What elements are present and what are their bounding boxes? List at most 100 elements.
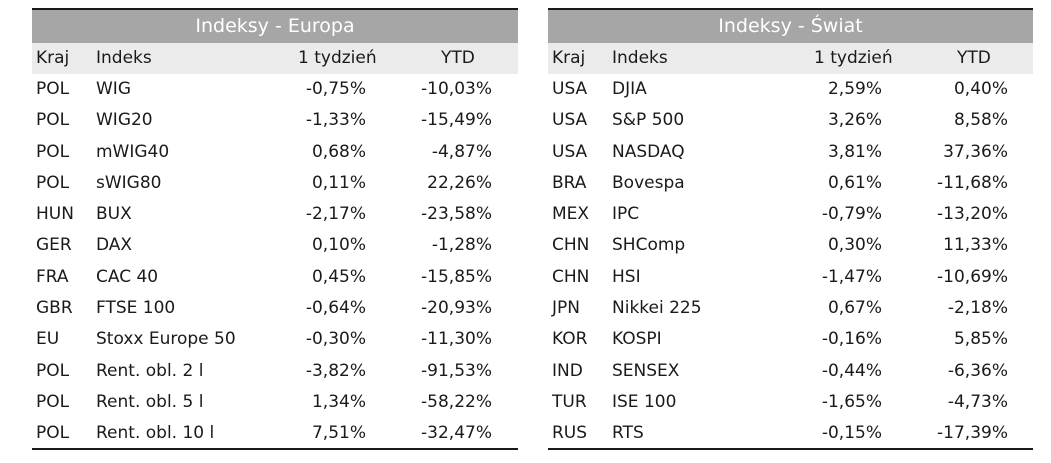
header-1-tydzien: 1 tydzień	[814, 48, 893, 68]
cell-ytd: 0,40%	[953, 79, 1008, 99]
cell-ytd: -17,39%	[937, 423, 1008, 444]
table-row: POL Rent. obl. 2 l -3,82% -91,53%	[32, 356, 518, 387]
cell-1-tydzien: -0,79%	[821, 204, 882, 225]
cell-indeks: sWIG80	[96, 172, 162, 193]
table-row: IND SENSEX -0,44% -6,36%	[548, 356, 1033, 387]
cell-indeks: FTSE 100	[96, 298, 176, 319]
cell-1-tydzien: 0,68%	[311, 141, 366, 162]
cell-indeks: Stoxx Europe 50	[96, 329, 236, 350]
cell-kraj: EU	[36, 329, 60, 350]
cell-ytd: -91,53%	[421, 360, 492, 381]
cell-kraj: JPN	[552, 298, 580, 319]
table-header: Kraj Indeks 1 tydzień YTD	[548, 43, 1033, 74]
table-top-rule	[32, 8, 518, 10]
cell-ytd: -4,87%	[431, 141, 492, 162]
table-row: CHN HSI -1,47% -10,69%	[548, 262, 1033, 293]
cell-ytd: -10,03%	[421, 79, 492, 99]
cell-ytd: 11,33%	[943, 235, 1008, 256]
table-row: GER DAX 0,10% -1,28%	[32, 230, 518, 261]
cell-kraj: POL	[36, 79, 70, 99]
cell-1-tydzien: -0,64%	[305, 298, 366, 319]
cell-indeks: WIG20	[96, 110, 153, 131]
cell-1-tydzien: -0,30%	[305, 329, 366, 350]
table-row: POL Rent. obl. 5 l 1,34% -58,22%	[32, 387, 518, 418]
table-title: Indeksy - Świat	[548, 10, 1033, 43]
cell-1-tydzien: -0,16%	[821, 329, 882, 350]
cell-indeks: BUX	[96, 204, 132, 225]
header-ytd: YTD	[441, 48, 475, 68]
cell-kraj: MEX	[552, 204, 590, 225]
table-row: RUS RTS -0,15% -17,39%	[548, 418, 1033, 448]
cell-ytd: -11,68%	[937, 172, 1008, 193]
cell-1-tydzien: -3,82%	[305, 360, 366, 381]
table-row: MEX IPC -0,79% -13,20%	[548, 199, 1033, 230]
cell-kraj: USA	[552, 110, 588, 131]
table-row: CHN SHComp 0,30% 11,33%	[548, 230, 1033, 261]
table-row: BRA Bovespa 0,61% -11,68%	[548, 168, 1033, 199]
table-row: USA NASDAQ 3,81% 37,36%	[548, 137, 1033, 168]
table-title: Indeksy - Europa	[32, 10, 518, 43]
cell-kraj: POL	[36, 110, 70, 131]
cell-indeks: IPC	[612, 204, 640, 225]
cell-indeks: SHComp	[612, 235, 686, 256]
cell-ytd: -23,58%	[421, 204, 492, 225]
cell-1-tydzien: -1,47%	[821, 266, 882, 287]
table-row: KOR KOSPI -0,16% 5,85%	[548, 324, 1033, 355]
table-bottom-rule	[548, 448, 1033, 451]
cell-indeks: NASDAQ	[612, 141, 685, 162]
cell-kraj: CHN	[552, 235, 590, 256]
cell-kraj: HUN	[36, 204, 74, 225]
cell-kraj: GBR	[36, 298, 73, 319]
cell-indeks: Bovespa	[612, 172, 685, 193]
europe-indices-table: Indeksy - Europa Kraj Indeks 1 tydzień Y…	[32, 8, 518, 451]
cell-indeks: DJIA	[612, 79, 647, 99]
table-row: POL WIG -0,75% -10,03%	[32, 74, 518, 105]
cell-kraj: KOR	[552, 329, 588, 350]
cell-1-tydzien: 0,61%	[827, 172, 882, 193]
cell-ytd: 37,36%	[943, 141, 1008, 162]
table-row: JPN Nikkei 225 0,67% -2,18%	[548, 293, 1033, 324]
cell-ytd: 8,58%	[953, 110, 1008, 131]
cell-indeks: WIG	[96, 79, 131, 99]
cell-indeks: Nikkei 225	[612, 298, 702, 319]
cell-kraj: POL	[36, 141, 70, 162]
cell-1-tydzien: 0,67%	[827, 298, 882, 319]
cell-ytd: -2,18%	[947, 298, 1008, 319]
cell-indeks: Rent. obl. 2 l	[96, 360, 204, 381]
cell-indeks: mWIG40	[96, 141, 170, 162]
cell-1-tydzien: 0,10%	[311, 235, 366, 256]
cell-ytd: -11,30%	[421, 329, 492, 350]
cell-indeks: CAC 40	[96, 266, 159, 287]
table-body: POL WIG -0,75% -10,03% POL WIG20 -1,33% -15,49%…	[32, 74, 518, 448]
world-indices-table: Indeksy - Świat Kraj Indeks 1 tydzień YT…	[548, 8, 1033, 451]
cell-1-tydzien: 0,30%	[827, 235, 882, 256]
header-kraj: Kraj	[552, 48, 586, 68]
cell-indeks: S&P 500	[612, 110, 685, 131]
cell-1-tydzien: -0,15%	[821, 423, 882, 444]
cell-kraj: GER	[36, 235, 72, 256]
cell-1-tydzien: -1,33%	[305, 110, 366, 131]
table-row: TUR ISE 100 -1,65% -4,73%	[548, 387, 1033, 418]
table-row: FRA CAC 40 0,45% -15,85%	[32, 262, 518, 293]
cell-1-tydzien: -2,17%	[305, 204, 366, 225]
cell-ytd: -20,93%	[421, 298, 492, 319]
cell-1-tydzien: 0,45%	[311, 266, 366, 287]
cell-indeks: RTS	[612, 423, 644, 444]
cell-1-tydzien: 7,51%	[311, 423, 366, 444]
table-header: Kraj Indeks 1 tydzień YTD	[32, 43, 518, 74]
cell-ytd: 5,85%	[953, 329, 1008, 350]
cell-ytd: -32,47%	[421, 423, 492, 444]
cell-1-tydzien: 3,26%	[827, 110, 882, 131]
cell-kraj: TUR	[552, 391, 587, 412]
cell-ytd: -10,69%	[937, 266, 1008, 287]
cell-1-tydzien: -0,75%	[305, 79, 366, 99]
cell-kraj: POL	[36, 360, 70, 381]
table-row: POL Rent. obl. 10 l 7,51% -32,47%	[32, 418, 518, 448]
cell-ytd: -15,85%	[421, 266, 492, 287]
table-bottom-rule	[32, 448, 518, 451]
cell-1-tydzien: 2,59%	[827, 79, 882, 99]
cell-kraj: USA	[552, 79, 588, 99]
cell-indeks: SENSEX	[612, 360, 680, 381]
cell-1-tydzien: -1,65%	[821, 391, 882, 412]
cell-indeks: Rent. obl. 10 l	[96, 423, 215, 444]
